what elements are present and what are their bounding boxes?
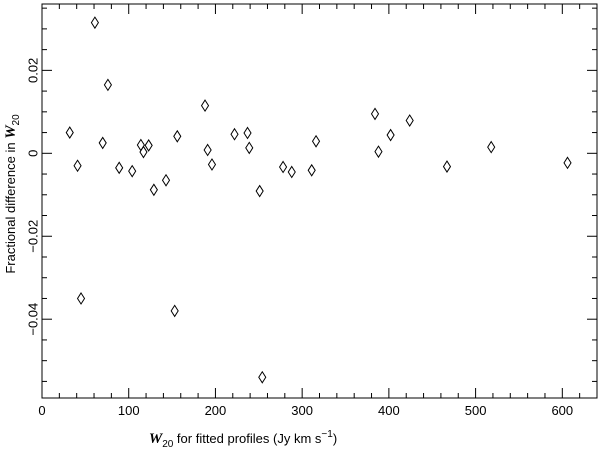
x-axis-title-subscript: 20 — [162, 439, 174, 450]
x-tick-label: 400 — [378, 403, 400, 418]
data-point-diamond — [278, 160, 288, 174]
x-tick-label: 300 — [291, 403, 313, 418]
x-tick-label: 200 — [205, 403, 227, 418]
y-axis-ticks: −0.04 −0.02 0 0.02 — [25, 7, 597, 382]
data-point-diamond — [258, 370, 267, 384]
data-point-diamond — [98, 136, 107, 150]
x-axis-title-text: for fitted profiles (Jy km s — [173, 431, 322, 446]
y-tick-label: −0.04 — [25, 303, 40, 336]
plot-frame — [41, 3, 598, 399]
data-point-diamond — [374, 145, 383, 159]
data-point-diamond — [161, 173, 171, 187]
y-tick-label: 0 — [25, 150, 40, 157]
data-point-diamond — [149, 183, 158, 197]
y-axis-title: Fractional difference in W20 — [3, 114, 22, 274]
data-point-diamond — [442, 160, 452, 174]
data-point-diamond — [287, 165, 296, 179]
data-points — [65, 16, 572, 384]
data-point-diamond — [173, 129, 182, 143]
data-point-diamond — [103, 78, 112, 92]
x-tick-label: 500 — [465, 403, 487, 418]
y-axis-title-subscript: 20 — [11, 114, 22, 126]
x-axis-ticks: 0 100 200 300 400 500 600 — [38, 4, 598, 418]
x-axis-title-closing: ) — [333, 431, 337, 446]
data-point-diamond — [170, 304, 179, 318]
data-point-diamond — [139, 145, 148, 159]
y-axis-title-symbol: W — [3, 124, 19, 139]
x-tick-label: 0 — [38, 403, 45, 418]
data-point-diamond — [243, 126, 252, 140]
x-axis-title-symbol: W — [149, 431, 164, 447]
x-axis-title: W20 for fitted profiles (Jy km s−1) — [149, 429, 337, 450]
data-point-diamond — [200, 99, 210, 113]
y-tick-label: 0.02 — [25, 58, 40, 83]
data-point-diamond — [128, 164, 137, 178]
x-axis-title-superscript: −1 — [321, 429, 333, 440]
data-point-diamond — [563, 156, 572, 170]
data-point-diamond — [405, 114, 414, 127]
data-point-diamond — [307, 163, 316, 177]
data-point-diamond — [144, 138, 153, 152]
data-point-diamond — [245, 141, 254, 155]
data-point-diamond — [207, 158, 217, 171]
data-point-diamond — [73, 159, 82, 173]
data-point-diamond — [203, 143, 212, 157]
x-tick-label: 600 — [551, 403, 573, 418]
data-point-diamond — [255, 184, 264, 198]
data-point-diamond — [76, 292, 86, 305]
plot-border — [41, 3, 598, 399]
data-point-diamond — [487, 140, 496, 154]
y-tick-label: −0.02 — [25, 220, 40, 253]
x-tick-label: 100 — [118, 403, 140, 418]
data-point-diamond — [115, 161, 124, 175]
data-point-diamond — [386, 128, 395, 142]
y-axis-title-text: Fractional difference in — [3, 139, 18, 274]
data-point-diamond — [65, 126, 74, 139]
data-point-diamond — [370, 107, 380, 121]
data-point-diamond — [90, 16, 99, 30]
data-point-diamond — [230, 127, 239, 141]
data-point-diamond — [311, 134, 321, 148]
